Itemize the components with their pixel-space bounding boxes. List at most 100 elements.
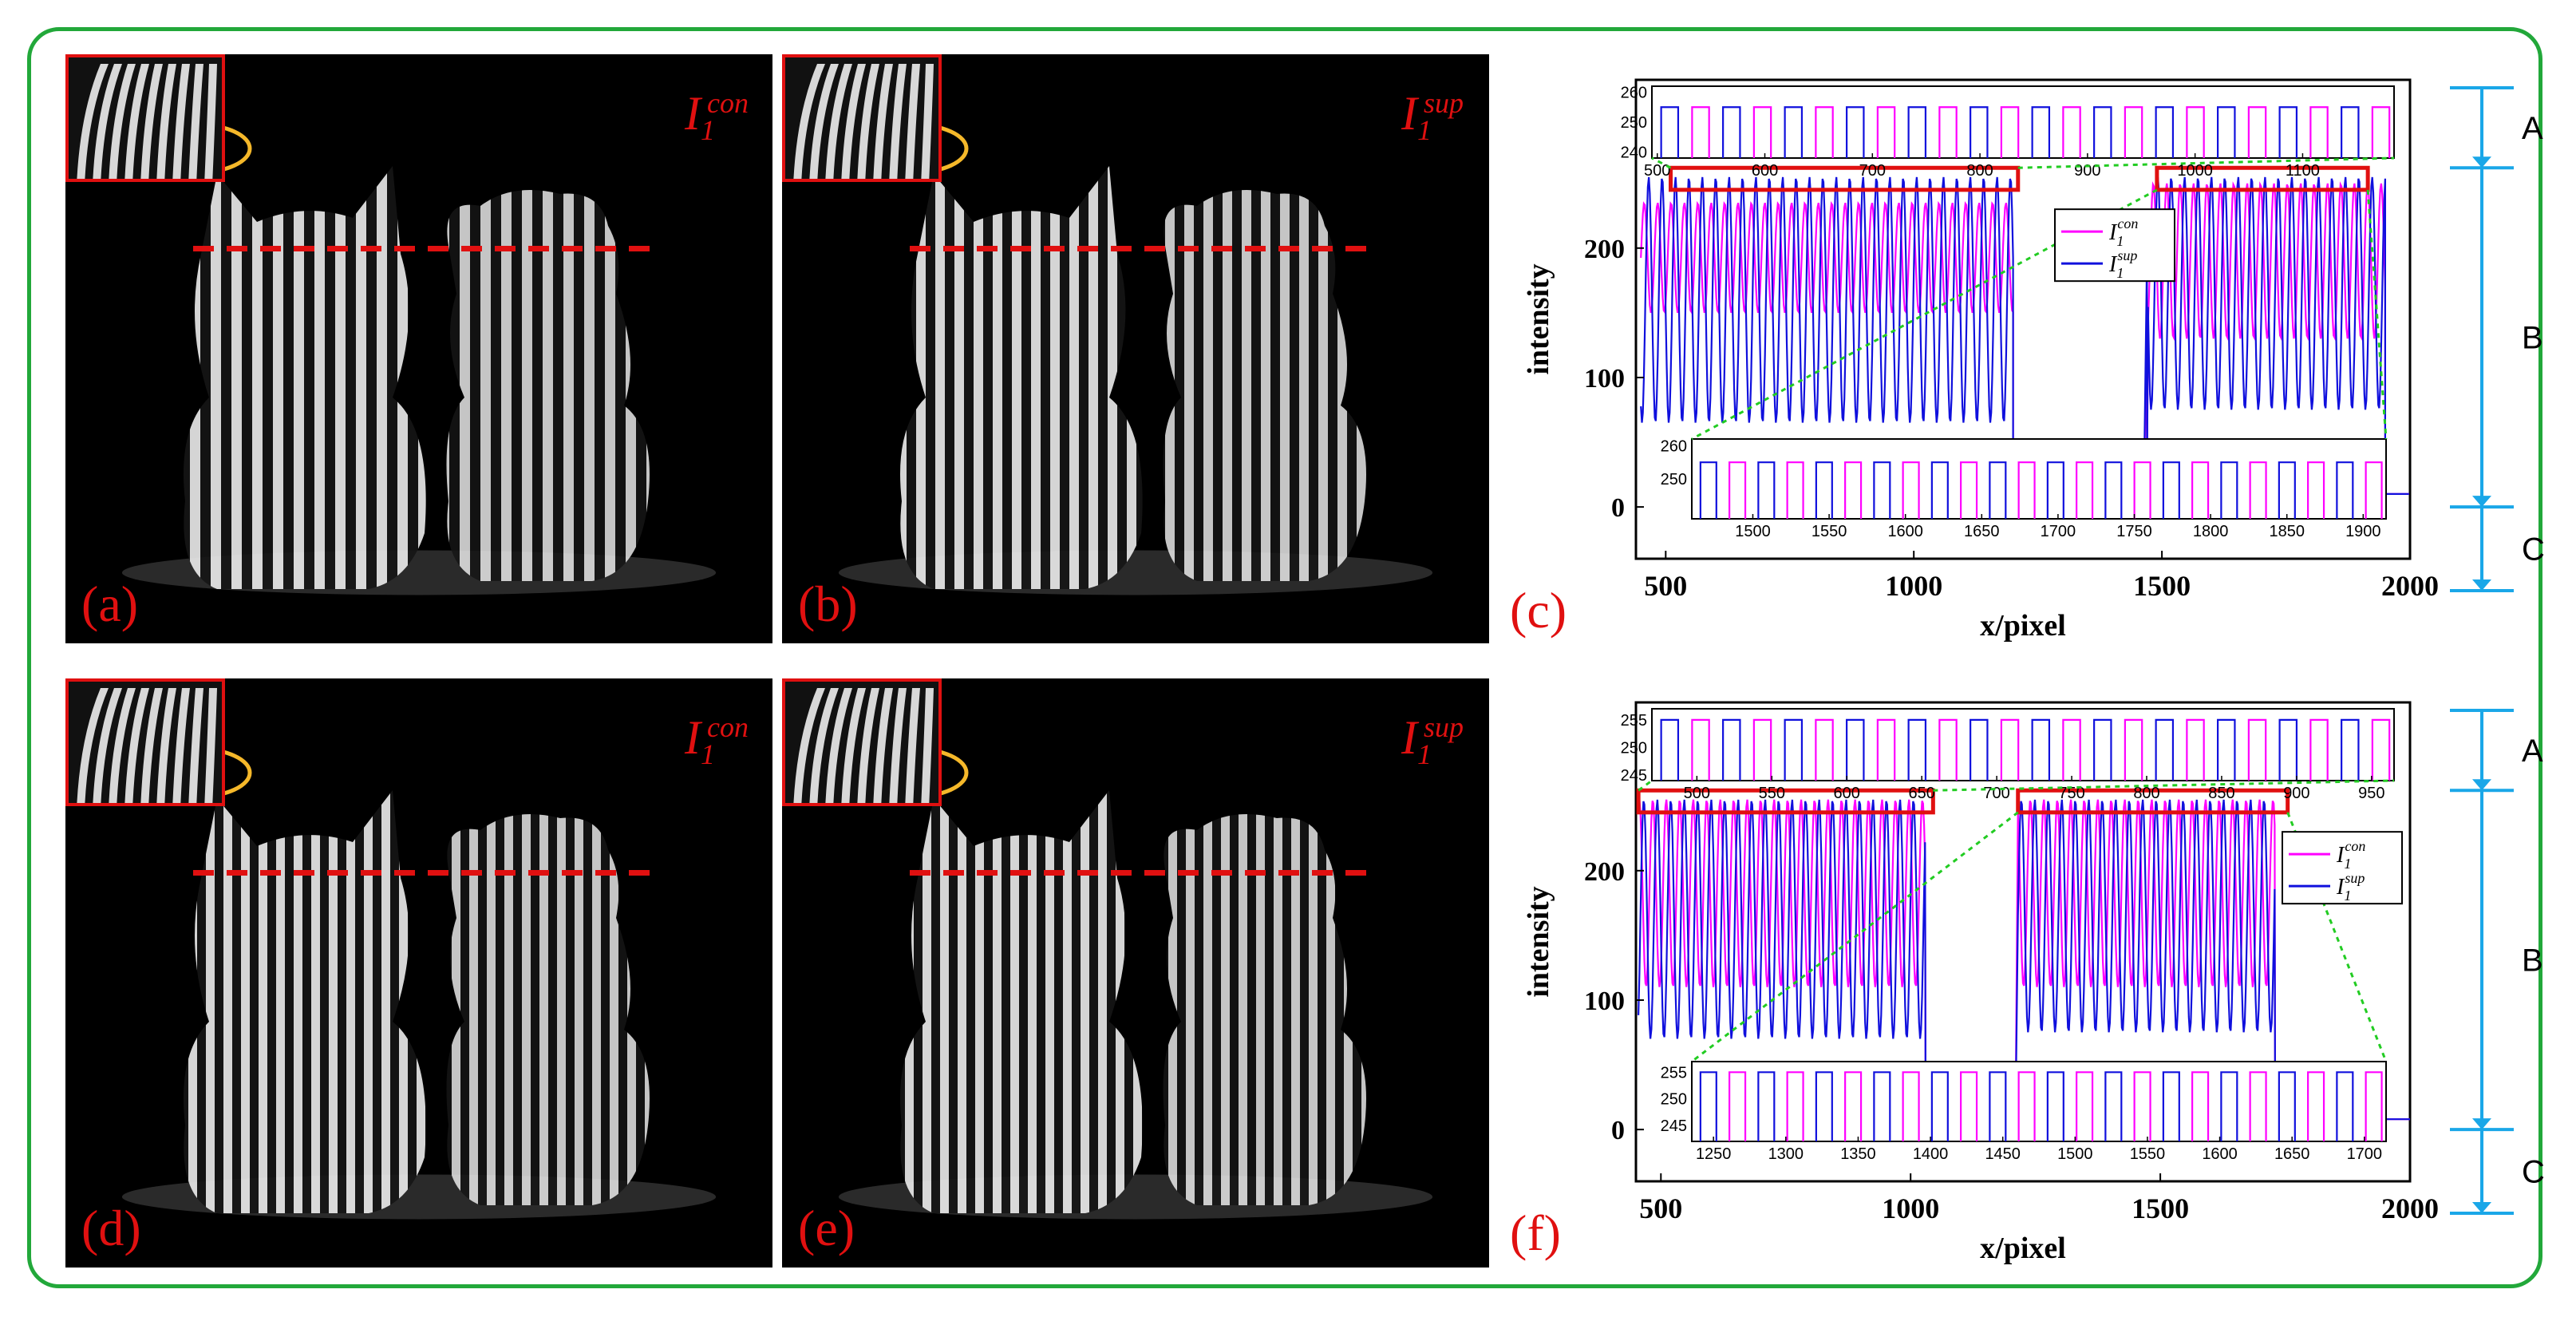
inset-pulse (2191, 1071, 2210, 1141)
inset-xtick-label: 800 (2133, 785, 2159, 802)
zoom-box-1 (1636, 788, 1935, 815)
inset-pulse (1970, 106, 1989, 158)
inset-pulse (1757, 1071, 1776, 1141)
zoom-inset-b (782, 54, 942, 182)
inset-pulse (2336, 461, 2354, 519)
inset-xtick-label: 1650 (2274, 1145, 2310, 1163)
inset-pulse (1784, 106, 1804, 158)
inset-pulse (1660, 718, 1680, 781)
inset-pulse (1846, 718, 1865, 781)
inset-pulse (2249, 1071, 2267, 1141)
inset-pulse (2371, 718, 2391, 781)
image-tag-base: I (1401, 87, 1417, 140)
inset-pulse (2017, 1071, 2036, 1141)
inset-pulse (2309, 106, 2329, 158)
inset-pulse (2076, 461, 2094, 519)
bracket-arrow (2472, 779, 2491, 791)
inset-pulse (1960, 461, 1978, 519)
inset-xtick-label: 1250 (1696, 1145, 1732, 1163)
inset-pulse (2278, 106, 2298, 158)
x-axis-label: x/pixel (1980, 609, 2066, 643)
inset-pulse (2341, 718, 2360, 781)
legend-entry-sup: con (2345, 838, 2365, 854)
bracket-arrow (2472, 156, 2491, 168)
inset-pulse (1960, 1071, 1978, 1141)
inset-pulse (2217, 106, 2236, 158)
inset-pulse (2124, 718, 2143, 781)
inset-pulse (1691, 718, 1710, 781)
inset-pulse (1907, 106, 1927, 158)
legend-box (2282, 831, 2403, 905)
cat-figurine (184, 790, 426, 1213)
inset-pulse (2278, 718, 2298, 781)
inset-xtick-label: 1600 (2202, 1145, 2238, 1163)
legend-entry-sup: sup (2345, 870, 2365, 886)
image-tag-sup: con (706, 87, 749, 119)
inset-xtick-label: 1300 (1768, 1145, 1804, 1163)
xtick-label: 1500 (2132, 1192, 2189, 1224)
inset-xtick-label: 1650 (1964, 523, 2000, 540)
photo-scene-a (121, 122, 717, 595)
inset-xtick-label: 800 (1966, 162, 1993, 180)
inset-pulse (1722, 718, 1741, 781)
image-tag-sub: 1 (700, 114, 715, 146)
inset-pulse (2341, 106, 2360, 158)
zoom-inset-fringes (69, 682, 222, 803)
zoom-inset-fringes (785, 57, 938, 179)
ytick-label: 100 (1584, 364, 1625, 394)
inset-pulse (1815, 1071, 1833, 1141)
inset-pulse (2162, 461, 2180, 519)
inset-pulse (2278, 461, 2296, 519)
xtick-label: 1000 (1885, 570, 1942, 602)
inset-pulse (1699, 1071, 1717, 1141)
inset-pulse (1699, 461, 1717, 519)
legend-entry: I1 con (2336, 838, 2365, 872)
inset-pulse (1844, 461, 1863, 519)
inset-xtick-label: 500 (1684, 785, 1710, 802)
inset-pulse (2155, 106, 2175, 158)
inset-pulse (2217, 718, 2236, 781)
inset-xtick-label: 750 (2058, 785, 2084, 802)
zoom-connector (1651, 156, 1672, 169)
legend-entry-base: I (2336, 875, 2345, 900)
inset-ytick-label: 255 (1661, 1064, 1687, 1082)
inset-xtick-label: 500 (1644, 162, 1670, 180)
inset-pulse (2133, 461, 2151, 519)
bracket-arrow (2472, 496, 2491, 508)
inset-pulse (2186, 106, 2205, 158)
inset-pulse (1815, 106, 1834, 158)
image-tag-base: I (685, 87, 701, 140)
inset-xtick-label: 650 (1908, 785, 1934, 802)
region-label-B: B (2522, 943, 2543, 979)
zoom-inset-a (65, 54, 225, 182)
inset-xtick-label: 1900 (2345, 523, 2381, 540)
region-label-A: A (2522, 111, 2543, 146)
zoom-inset-d (65, 678, 225, 806)
legend-entry-base: I (2108, 220, 2118, 245)
zoom-inset-fringes (69, 57, 222, 179)
inset-pulse (1938, 106, 1958, 158)
photo-panel-a: I1con (a) (65, 54, 772, 643)
inset-ytick-label: 245 (1661, 1117, 1687, 1135)
inset-xtick-label: 600 (1834, 785, 1860, 802)
xtick-label: 1000 (1882, 1192, 1939, 1224)
inset-pulse (1757, 461, 1776, 519)
legend-entry-sub: 1 (2116, 265, 2124, 281)
xtick-label: 2000 (2381, 1192, 2439, 1224)
chart-label-c: (c) (1510, 582, 1567, 639)
image-tag-sup: sup (1423, 87, 1464, 119)
inset-pulse (1873, 461, 1891, 519)
inset-pulse (1815, 718, 1834, 781)
zoom-inset-e (782, 678, 942, 806)
y-axis-label: intensity (1522, 886, 1555, 997)
inset-pulse (2031, 718, 2051, 781)
inset-pulse (2000, 718, 2020, 781)
inset-pulse (2093, 106, 2112, 158)
inset-pulse (1786, 461, 1804, 519)
panel-label-a: (a) (81, 575, 139, 632)
legend-entry-sub: 1 (2344, 888, 2351, 904)
inset-xtick-label: 550 (1759, 785, 1785, 802)
inset-xtick-label: 850 (2208, 785, 2234, 802)
ytick-label: 0 (1611, 1116, 1625, 1145)
inset-pulse (1752, 106, 1772, 158)
